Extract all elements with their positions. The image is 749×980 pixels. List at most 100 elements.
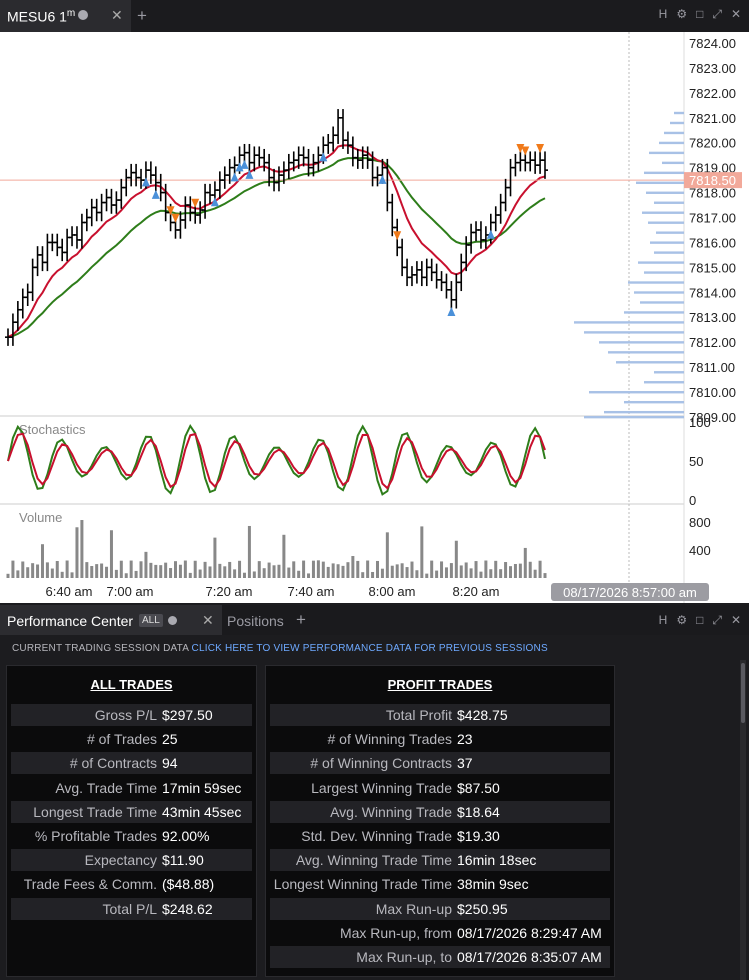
stat-value: 25 — [162, 731, 178, 748]
stat-row: # of Trades 25 — [11, 728, 252, 750]
buy-marker-icon — [230, 172, 239, 182]
stat-label: Longest Trade Time — [33, 803, 157, 820]
add-tab-icon[interactable]: + — [296, 610, 306, 629]
volume-profile-bar — [644, 381, 684, 384]
close-window-icon[interactable]: ✕ — [730, 7, 741, 21]
popout-icon[interactable]: ⤢ — [712, 7, 722, 21]
volume-bar — [169, 568, 173, 578]
all-badge[interactable]: ALL — [139, 614, 163, 627]
scrollbar-thumb[interactable] — [741, 663, 745, 723]
volume-bar — [449, 563, 453, 578]
volume-bar — [484, 560, 488, 578]
stat-row: Avg. Winning Trade Time 16min 18sec — [270, 849, 610, 872]
volume-bar — [21, 561, 25, 578]
volume-bar — [139, 561, 143, 578]
stat-value: 92.00% — [162, 828, 210, 844]
volume-bar — [311, 560, 315, 578]
volume-bar — [321, 561, 325, 578]
stat-value: 38min 9sec — [457, 876, 529, 893]
volume-profile-bar — [584, 331, 684, 334]
maximize-icon[interactable]: □ — [696, 7, 704, 21]
volume-bar — [178, 564, 182, 578]
stat-value: $11.90 — [162, 852, 204, 869]
volume-profile-bar — [650, 241, 684, 244]
price-chart[interactable]: 7824.00 7823.00 7822.00 7821.00 7820.00 7819.… — [0, 32, 749, 603]
buy-marker-icon — [141, 177, 150, 187]
stat-label: % Profitable Trades — [34, 828, 157, 844]
volume-bar — [528, 561, 532, 578]
volume-bar — [494, 560, 498, 578]
performance-center-tab[interactable]: Performance Center ALL ✕ — [0, 605, 222, 635]
positions-tab[interactable]: Positions — [227, 613, 284, 629]
hotkey-icon[interactable]: H — [658, 7, 668, 21]
stat-label: # of Winning Trades — [327, 731, 452, 748]
gear-icon[interactable]: ⚙ — [676, 613, 688, 627]
volume-bar — [371, 571, 375, 578]
close-window-icon[interactable]: ✕ — [730, 613, 741, 627]
price-axis-tick: 7824.00 — [689, 36, 736, 51]
volume-bar — [114, 569, 118, 578]
volume-bar — [109, 530, 113, 578]
scrollbar[interactable] — [740, 660, 746, 980]
session-text: CURRENT TRADING SESSION DATA — [12, 643, 189, 654]
volume-bar — [459, 565, 463, 578]
volume-bar — [119, 560, 123, 578]
volume-profile-bar — [624, 400, 684, 404]
volume-bar — [380, 568, 384, 578]
stat-value: 16min 18sec — [457, 852, 537, 869]
volume-bar — [538, 560, 542, 578]
volume-bar — [134, 570, 138, 578]
chart-tab[interactable]: MESU6 1m ✕ — [0, 0, 131, 32]
stat-row: Avg. Trade Time 17min 59sec — [11, 777, 252, 799]
volume-bar — [60, 571, 64, 578]
volume-bar — [50, 568, 54, 578]
volume-bar — [124, 573, 128, 578]
sell-marker-icon — [171, 213, 180, 223]
volume-bar — [6, 573, 10, 578]
volume-bar — [164, 562, 168, 578]
price-axis-tick: 7812.00 — [689, 335, 736, 350]
gear-icon[interactable]: ⚙ — [676, 7, 688, 21]
volume-bar — [149, 562, 153, 578]
volume-bar — [341, 565, 345, 578]
volume-profile-bar — [646, 191, 684, 194]
volume-bar — [218, 563, 222, 578]
stat-row: Std. Dev. Winning Trade $19.30 — [270, 825, 610, 847]
close-tab-icon[interactable]: ✕ — [202, 612, 214, 628]
link-dot-icon[interactable] — [168, 616, 177, 625]
previous-sessions-link[interactable]: CLICK HERE TO VIEW PERFORMANCE DATA FOR … — [191, 643, 548, 654]
stat-value: 17min 59sec — [162, 779, 242, 796]
volume-bar — [183, 560, 187, 578]
volume-bar — [100, 563, 104, 578]
stat-row: Trade Fees & Comm. ($48.88) — [11, 873, 252, 895]
popout-icon[interactable]: ⤢ — [712, 613, 722, 627]
volume-profile-bar — [649, 151, 684, 155]
stochastics-label: Stochastics — [19, 422, 86, 437]
sell-marker-icon — [166, 206, 175, 216]
close-tab-icon[interactable]: ✕ — [111, 7, 123, 23]
stat-row: Largest Winning Trade $87.50 — [270, 777, 610, 799]
chart-canvas[interactable]: 7824.00 7823.00 7822.00 7821.00 7820.00 7819.… — [0, 32, 749, 603]
volume-bar — [228, 561, 232, 578]
price-axis-tick: 7813.00 — [689, 310, 736, 325]
volume-profile-bar — [642, 211, 684, 214]
volume-bar — [129, 560, 133, 578]
link-dot-icon[interactable] — [78, 10, 88, 20]
volume-profile-bar — [662, 161, 684, 165]
fast-moving-average-line — [7, 144, 546, 339]
volume-bar — [80, 520, 84, 578]
volume-bar — [257, 561, 261, 578]
volume-profile-bar — [589, 391, 684, 394]
sell-marker-icon — [536, 143, 545, 153]
add-tab-icon[interactable]: + — [137, 6, 147, 25]
time-axis-tick: 7:20 am — [206, 584, 253, 599]
volume-bar — [469, 568, 473, 578]
volume-bar — [390, 565, 394, 578]
sell-marker-icon — [521, 146, 530, 156]
volume-bar — [435, 570, 439, 578]
hotkey-icon[interactable]: H — [658, 613, 668, 627]
stat-row: Expectancy $11.90 — [11, 849, 252, 872]
maximize-icon[interactable]: □ — [696, 613, 704, 627]
profit-trades-panel: PROFIT TRADES Total Profit $428.75 # of Wi… — [265, 665, 615, 977]
volume-profile-bar — [604, 410, 684, 414]
